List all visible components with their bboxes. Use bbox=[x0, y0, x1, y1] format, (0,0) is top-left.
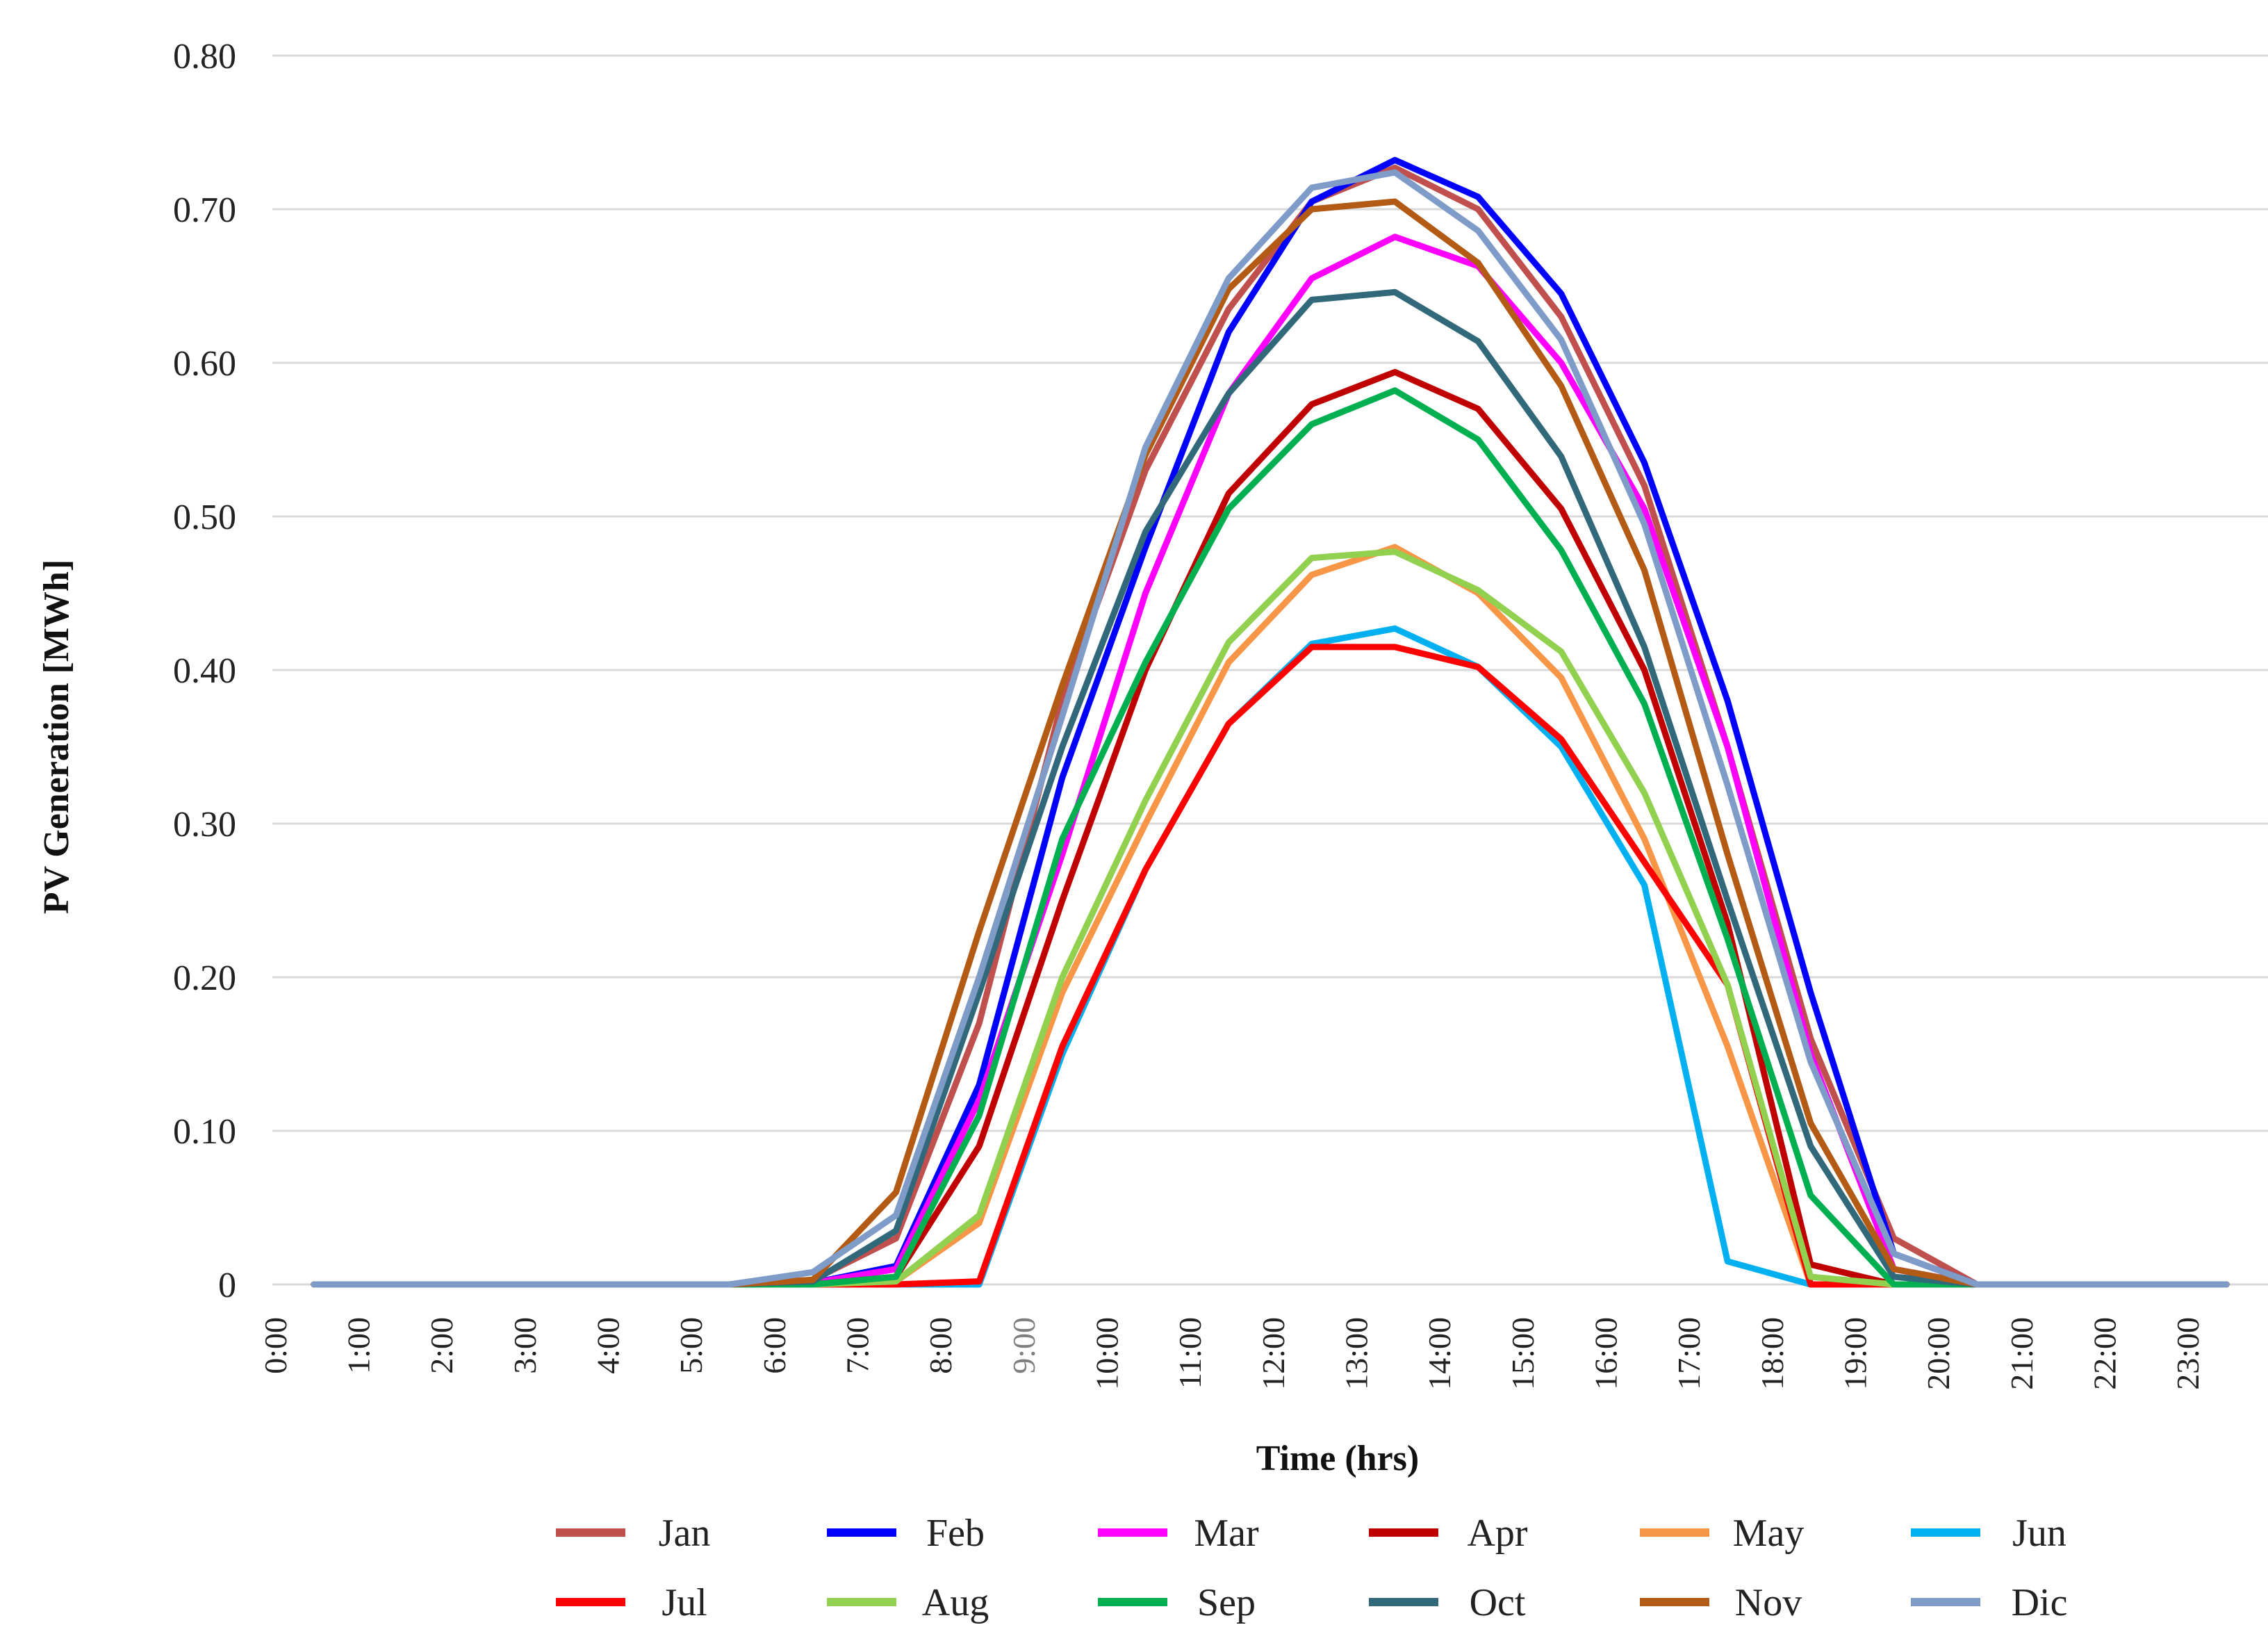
x-tick-label: 21:00 bbox=[2004, 1317, 2039, 1390]
x-tick-label: 20:00 bbox=[1921, 1317, 1956, 1390]
series-line-feb bbox=[311, 156, 2230, 1288]
x-tick-label: 11:00 bbox=[1172, 1317, 1208, 1389]
legend-label: Feb bbox=[926, 1512, 985, 1555]
x-axis-title: Time (hrs) bbox=[1256, 1439, 1419, 1478]
x-tick-label: 22:00 bbox=[2087, 1317, 2123, 1390]
legend-label: Jan bbox=[659, 1512, 711, 1555]
legend-item-feb: Feb bbox=[827, 1512, 985, 1555]
x-axis-ticks: 0:00 1:00 2:00 3:00 4:00 5:00 6:00 7:00 8:00 9:00… bbox=[258, 1317, 2205, 1390]
legend-item-jan: Jan bbox=[556, 1512, 710, 1555]
series-line-dic bbox=[311, 169, 2230, 1288]
series-line-oct bbox=[311, 288, 2230, 1288]
legend-label: Jun bbox=[2012, 1512, 2066, 1555]
legend-label: May bbox=[1733, 1512, 1805, 1555]
legend-item-oct: Oct bbox=[1369, 1581, 1526, 1624]
legend-label: Dic bbox=[2012, 1581, 2068, 1624]
y-tick-label: 0.50 bbox=[173, 498, 236, 537]
x-tick-label: 7:00 bbox=[840, 1317, 876, 1374]
y-tick-label: 0.10 bbox=[173, 1112, 236, 1152]
y-tick-label: 0.70 bbox=[173, 190, 236, 230]
y-tick-label: 0.20 bbox=[173, 958, 236, 998]
x-tick-label: 19:00 bbox=[1838, 1317, 1873, 1390]
legend-item-mar: Mar bbox=[1098, 1512, 1259, 1555]
legend-item-may: May bbox=[1640, 1512, 1804, 1555]
series-line-mar bbox=[311, 234, 2230, 1288]
x-tick-label: 14:00 bbox=[1422, 1317, 1457, 1390]
y-tick-label: 0.30 bbox=[173, 805, 236, 844]
y-tick-label: 0.40 bbox=[173, 651, 236, 691]
legend-label: Mar bbox=[1194, 1512, 1259, 1555]
y-tick-label: 0 bbox=[218, 1266, 236, 1305]
series-line-nov bbox=[311, 198, 2230, 1288]
x-tick-label: 3:00 bbox=[507, 1317, 543, 1374]
legend: Jan Feb Mar Apr May Jun Jul Aug Sep Oct Nov Dic bbox=[556, 1512, 2067, 1624]
x-tick-label: 13:00 bbox=[1339, 1317, 1374, 1390]
legend-item-sep: Sep bbox=[1098, 1581, 1256, 1624]
x-tick-label: 4:00 bbox=[591, 1317, 626, 1374]
series-lines bbox=[311, 156, 2230, 1288]
x-tick-label: 2:00 bbox=[424, 1317, 459, 1374]
x-tick-label: 5:00 bbox=[673, 1317, 709, 1374]
x-tick-label: 23:00 bbox=[2170, 1317, 2205, 1390]
legend-label: Oct bbox=[1470, 1581, 1526, 1624]
series-line-sep bbox=[311, 387, 2230, 1288]
series-line-apr bbox=[311, 368, 2230, 1288]
x-tick-label: 16:00 bbox=[1588, 1317, 1624, 1390]
legend-item-dic: Dic bbox=[1911, 1581, 2067, 1624]
series-line-aug bbox=[311, 548, 2230, 1288]
x-tick-label: 18:00 bbox=[1755, 1317, 1790, 1390]
x-tick-label: 6:00 bbox=[757, 1317, 792, 1374]
series-line-may bbox=[311, 544, 2230, 1288]
series-line-jun bbox=[311, 625, 2230, 1288]
x-tick-label: 9:00 bbox=[1006, 1317, 1042, 1374]
y-axis-title: PV Generation [MWh] bbox=[37, 560, 76, 914]
y-tick-label: 0.60 bbox=[173, 344, 236, 384]
x-tick-label: 10:00 bbox=[1090, 1317, 1125, 1390]
legend-item-jul: Jul bbox=[556, 1581, 707, 1624]
legend-label: Nov bbox=[1735, 1581, 1802, 1624]
y-tick-label: 0.80 bbox=[173, 37, 236, 76]
x-tick-label: 1:00 bbox=[341, 1317, 377, 1374]
gridlines bbox=[272, 54, 2268, 1286]
legend-item-nov: Nov bbox=[1640, 1581, 1802, 1624]
legend-label: Aug bbox=[922, 1581, 989, 1624]
x-tick-label: 17:00 bbox=[1671, 1317, 1707, 1390]
legend-item-aug: Aug bbox=[827, 1581, 989, 1624]
series-line-jul bbox=[311, 644, 2230, 1288]
x-tick-label: 15:00 bbox=[1505, 1317, 1540, 1390]
legend-label: Jul bbox=[662, 1581, 707, 1624]
x-tick-label: 0:00 bbox=[258, 1317, 293, 1374]
legend-label: Sep bbox=[1197, 1581, 1256, 1624]
legend-label: Apr bbox=[1467, 1512, 1527, 1555]
x-tick-label: 8:00 bbox=[923, 1317, 958, 1374]
legend-item-jun: Jun bbox=[1911, 1512, 2066, 1555]
y-axis-ticks: 0 0.10 0.20 0.30 0.40 0.50 0.60 0.70 0.80 bbox=[173, 37, 236, 1305]
legend-item-apr: Apr bbox=[1369, 1512, 1528, 1555]
x-tick-label: 12:00 bbox=[1256, 1317, 1291, 1390]
